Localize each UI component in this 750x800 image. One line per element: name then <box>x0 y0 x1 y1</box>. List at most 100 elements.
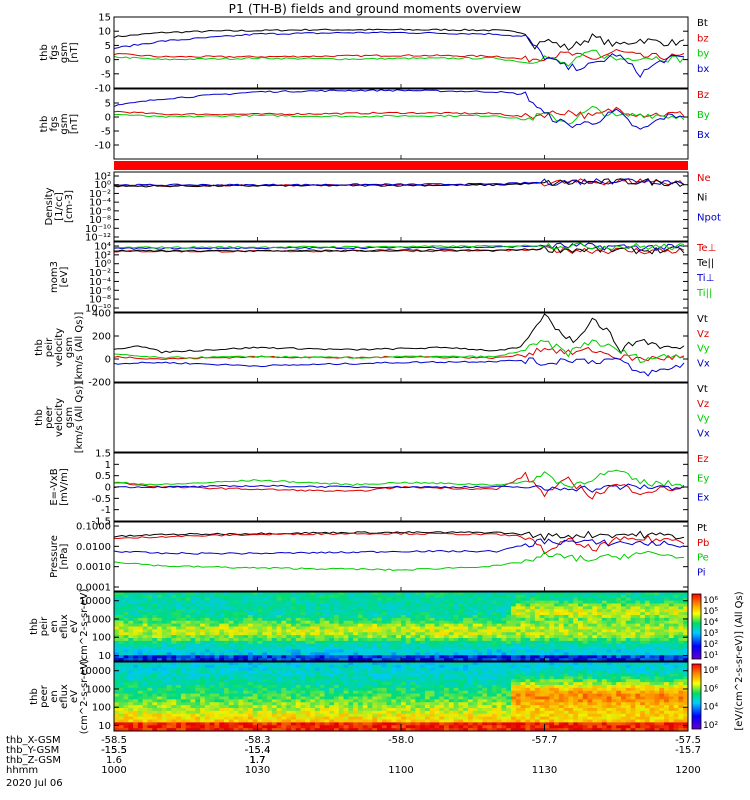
panel-7: 1.510.50-0.5-1-1.5 E=-VxB [mV/m] Ez Ey Ex <box>49 449 709 528</box>
y-axis-label: peir <box>39 616 50 636</box>
y-tick-label: 10⁻⁴ <box>89 198 111 209</box>
y-axis-label: [km/s (All Qs)] <box>74 312 85 384</box>
y-axis-label: (cm^2-s-sr-eV) <box>79 589 90 665</box>
y-tick-label: 10⁻⁸ <box>89 295 111 306</box>
y-tick-label: 0.5 <box>95 471 111 482</box>
y-axis-label: [nT] <box>69 42 80 62</box>
y-tick-label: -10 <box>95 141 111 152</box>
legend-Vx: Vx <box>697 428 710 439</box>
series-Ez-line <box>114 471 685 500</box>
panel-1: 15 10 5 0 -5 -10 thb fgs gsm [nT] Bt bz by bx <box>39 13 709 95</box>
y-axis-label: en <box>49 690 60 703</box>
x-tick-label: 1.7 <box>250 755 266 766</box>
y-axis-label: thb <box>29 618 40 635</box>
y-tick-label: 10 <box>98 651 111 662</box>
series-Ti-line <box>114 242 685 251</box>
panel-2: 5 0 -5 -10 thb fgs gsm [nT] Bz By Bx <box>39 88 710 160</box>
series-Pi-line <box>114 538 685 555</box>
y-tick-label: 0.1000 <box>76 522 111 533</box>
y-tick-label: 0 <box>105 55 111 66</box>
legend-Vz: Vz <box>697 399 709 410</box>
panel-frame <box>113 88 689 160</box>
x-tick-label: 1130 <box>532 765 557 776</box>
colorbar <box>691 593 702 660</box>
y-tick-label: 10 <box>98 27 111 38</box>
y-tick-label: 0 <box>105 113 111 124</box>
x-tick-label: -15.5 <box>101 745 127 756</box>
series-Pb-line <box>114 532 685 555</box>
colorbar-tick-label: 10⁴ <box>703 618 718 628</box>
colorbar <box>691 663 702 730</box>
y-tick-label: -5 <box>101 69 111 80</box>
legend-Vt: Vt <box>697 384 708 395</box>
y-tick-label: 100 <box>92 703 111 714</box>
legend-Bz: Bz <box>697 90 709 101</box>
x-tick-label: -57.7 <box>532 735 558 746</box>
y-axis-label: [1/cc] <box>54 192 65 221</box>
y-axis-label: gsm <box>59 113 70 134</box>
y-axis-label: [cm-3] <box>64 190 75 223</box>
panel-frame <box>113 16 689 89</box>
y-tick-label: 5 <box>105 99 111 110</box>
y-axis-label: [km/s (All Qs)] <box>74 382 85 454</box>
y-axis-label: velocity <box>54 328 65 367</box>
y-axis-label: thb <box>29 688 40 705</box>
legend-Ni: Ni <box>697 193 707 204</box>
y-tick-label: 1.5 <box>95 449 111 460</box>
y-tick-label: 200 <box>92 332 111 343</box>
y-tick-label: 15 <box>98 13 111 24</box>
y-tick-label: 10⁻² <box>89 189 111 200</box>
x-tick-label: 1.6 <box>106 755 122 766</box>
x-tick-label: -57.5 <box>675 735 701 746</box>
colorbar-tick-label: 10² <box>703 640 718 650</box>
x-tick-label: 1200 <box>675 765 700 776</box>
y-axis-label: peer <box>44 405 55 429</box>
y-tick-label: 10000 <box>79 666 111 677</box>
x-tick-label: -15.4 <box>245 745 271 756</box>
y-tick-label: 10⁻⁶ <box>89 286 111 297</box>
y-axis-label: [eV] <box>59 267 70 288</box>
y-tick-label: 10⁻¹⁰ <box>85 304 111 315</box>
legend-Pt: Pt <box>697 523 707 534</box>
y-axis-label: peir <box>44 337 55 357</box>
x-axis-row-label: thb_X-GSM <box>6 735 61 746</box>
y-tick-label: 10² <box>94 250 111 261</box>
panel-5: 400 200 0 -200 thb peir velocity gsm [km/s (All … <box>34 309 710 389</box>
y-tick-label: -1 <box>101 505 111 516</box>
colorbar-tick-label: 10³ <box>703 629 718 639</box>
x-tick-label: -58.0 <box>388 735 414 746</box>
legend-Vx: Vx <box>697 358 710 369</box>
y-axis-label: eflux <box>59 614 70 639</box>
colorbar-tick-label: 10⁶ <box>703 596 718 606</box>
y-tick-label: 10⁻² <box>89 268 111 279</box>
legend-Ne: Ne <box>697 173 711 184</box>
colorbar-tick-label: 10⁴ <box>703 703 718 713</box>
date-label: 2020 Jul 06 <box>6 778 63 789</box>
x-tick-label: -58.3 <box>245 735 271 746</box>
colorbar-tick-label: 10¹ <box>703 651 718 661</box>
spectrogram-9 <box>114 592 688 661</box>
y-axis-label: fgs <box>49 45 60 60</box>
panel-3: 10²10⁰10⁻²10⁻⁴10⁻⁶10⁻⁸10⁻¹⁰10⁻¹²Density[… <box>44 171 721 244</box>
y-axis-label: [mV/m] <box>59 468 70 506</box>
series-bx-line <box>114 31 685 79</box>
y-tick-label: 0 <box>105 483 111 494</box>
legend-Bx: Bx <box>697 130 710 141</box>
y-axis-label: fgs <box>49 116 60 131</box>
y-tick-label: -200 <box>88 378 111 389</box>
series-Te-line <box>114 245 685 255</box>
y-tick-label: 10⁰ <box>94 180 111 191</box>
series-Vt-line <box>114 313 685 355</box>
panel-frame <box>113 241 689 313</box>
y-tick-label: 0.0100 <box>76 542 111 553</box>
legend-Npot: Npot <box>697 212 721 223</box>
legend-Pb: Pb <box>697 538 709 549</box>
y-tick-label: 10⁻¹⁰ <box>85 224 111 235</box>
colorbar-tick-label: 10⁶ <box>703 684 718 694</box>
x-tick-label: 1.7 <box>250 755 266 766</box>
x-tick-label: 1100 <box>388 765 413 776</box>
legend-Vt: Vt <box>697 314 708 325</box>
y-tick-label: -1.5 <box>91 517 111 528</box>
y-axis-label: [nT] <box>69 114 80 134</box>
